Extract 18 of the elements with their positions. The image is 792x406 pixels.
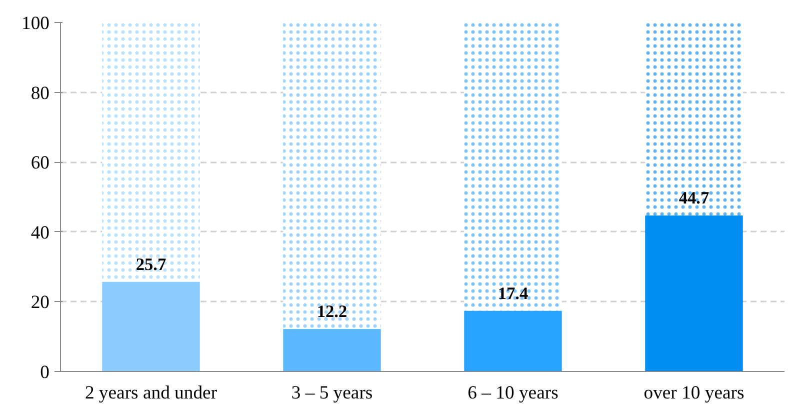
y-tick-label: 80: [30, 82, 50, 104]
y-tick-label: 60: [30, 152, 50, 174]
y-tick-label: 0: [40, 362, 50, 383]
x-tick-label: 2 years and under: [84, 382, 218, 404]
y-tick-label: 20: [30, 292, 50, 314]
bar: [102, 282, 200, 372]
x-tick-label: 6 – 10 years: [468, 382, 558, 404]
x-tick-label: over 10 years: [644, 382, 744, 404]
data-label: 17.4: [498, 284, 528, 303]
data-label: 25.7: [136, 254, 166, 274]
y-tick-label: 40: [30, 222, 50, 244]
x-tick-label: 3 – 5 years: [291, 382, 373, 404]
y-tick-label: 100: [22, 13, 50, 34]
bar: [283, 328, 381, 372]
bar: [464, 310, 562, 372]
data-label: 12.2: [316, 302, 348, 321]
bar: [645, 215, 743, 372]
data-label: 44.7: [678, 188, 710, 208]
